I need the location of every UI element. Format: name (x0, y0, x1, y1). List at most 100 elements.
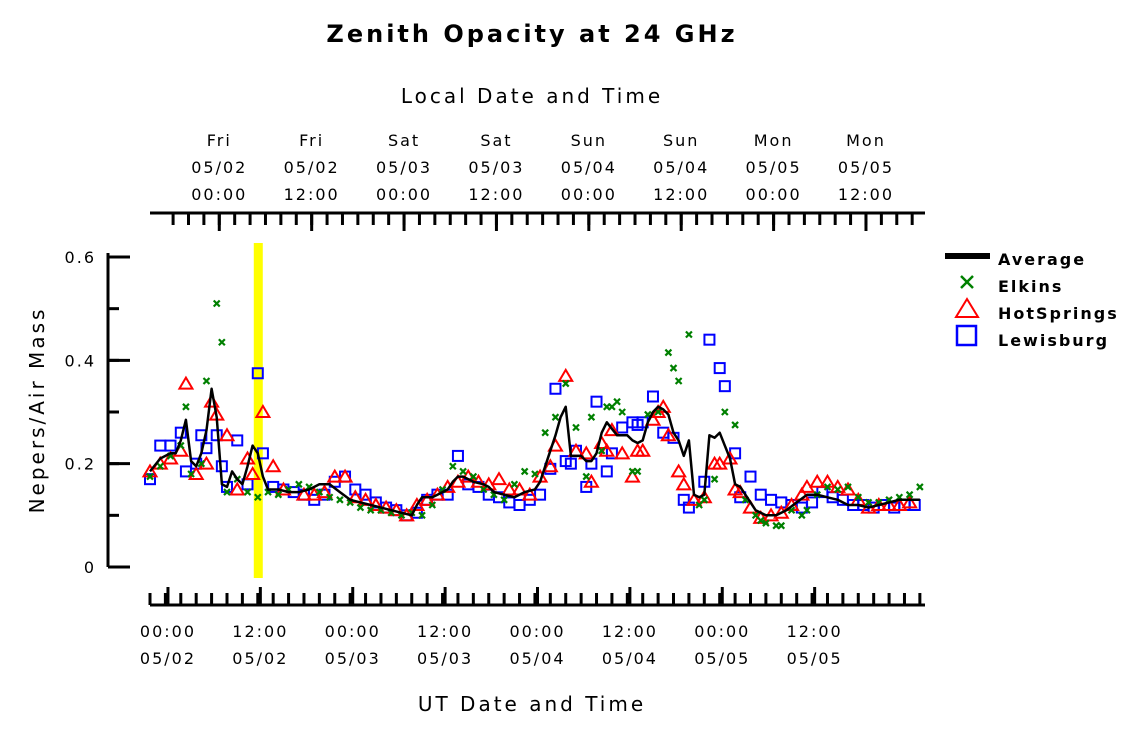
bottom-tick-date-label: 05/02 (140, 649, 196, 668)
elkins-point (520, 467, 529, 476)
lewisburg-point (451, 449, 464, 462)
hotsprings-point (218, 427, 236, 442)
elkins-point (633, 467, 642, 476)
elkins-point-stroke (685, 330, 693, 339)
elkins-point-stroke (798, 511, 806, 520)
hotsprings-point (264, 458, 282, 473)
elkins-point-stroke (356, 503, 365, 512)
elkins-point-stroke (197, 459, 206, 468)
elkins-point (756, 516, 765, 525)
elkins-point (182, 403, 190, 411)
elkins-point (479, 485, 488, 494)
bottom-tick-date-label: 05/04 (602, 649, 658, 668)
axes: 00:00 05/02 12:00 05/02 00:00 05/03 12:00 05/03… (65, 131, 925, 668)
elkins-point-stroke (762, 519, 770, 527)
hotsprings-point (891, 497, 908, 511)
elkins-point (187, 470, 195, 478)
hotsprings-point (613, 445, 631, 460)
elkins-point-stroke (459, 467, 467, 476)
top-tick-day-label: Sun (571, 131, 607, 150)
hotsprings-point (336, 468, 354, 483)
hotsprings-point (685, 491, 703, 506)
elkins-point (541, 428, 549, 437)
elkins-point (695, 501, 703, 509)
elkins-point (223, 488, 231, 496)
y-tick-label: 0 (84, 558, 96, 577)
lewisburg-point (144, 473, 156, 486)
bottom-tick-date-label: 05/04 (509, 649, 565, 668)
hotsprings-point (583, 473, 600, 488)
top-tick-date-label: 05/04 (653, 158, 709, 177)
lewisburg-point (703, 333, 716, 346)
lewisburg-point (590, 395, 603, 408)
elkins-point (212, 299, 221, 308)
elkins-point (798, 511, 806, 520)
top-tick-date-label: 05/03 (376, 158, 432, 177)
y-tick-label: 0.4 (65, 351, 96, 370)
top-tick-time-label: 12:00 (468, 185, 524, 204)
elkins-point-stroke (531, 470, 539, 478)
elkins-point (336, 496, 344, 504)
elkins-point (833, 485, 842, 494)
hotsprings-point (901, 494, 918, 509)
hotsprings-point (490, 471, 508, 486)
elkins-point-stroke (654, 408, 662, 416)
lewisburg-point (179, 465, 192, 478)
elkins-point (582, 472, 591, 481)
top-tick-day-label: Sat (480, 131, 512, 150)
top-tick-date-label: 05/02 (191, 158, 247, 177)
elkins-point-stroke (669, 364, 678, 372)
elkins-point (751, 511, 760, 520)
elkins-point (510, 480, 519, 489)
elkins-point-stroke (182, 403, 190, 411)
top-tick-day-label: Sun (663, 131, 699, 150)
bottom-tick-date-label: 05/05 (694, 649, 750, 668)
elkins-point (664, 348, 673, 357)
elkins-point (459, 467, 467, 476)
lewisburg-point (616, 421, 629, 434)
elkins-point-stroke (325, 493, 334, 502)
elkins-point-stroke (336, 496, 344, 504)
top-tick-day-label: Mon (846, 131, 886, 150)
hotsprings-point (829, 478, 847, 493)
elkins-point (146, 472, 154, 481)
elkins-point-stroke (756, 516, 765, 525)
lewisburg-point (564, 457, 577, 470)
hotsprings-point (244, 466, 261, 480)
elkins-point-stroke (541, 428, 549, 437)
elkins-point (700, 496, 709, 504)
bottom-tick-date-label: 05/03 (325, 649, 381, 668)
elkins-point-stroke (644, 410, 652, 419)
top-tick-time-label: 12:00 (284, 185, 340, 204)
lewisburg-point (534, 488, 547, 501)
elkins-point (218, 338, 226, 347)
highlight-band (253, 243, 263, 578)
elkins-point-stroke (202, 377, 211, 385)
elkins-point-stroke (315, 488, 324, 496)
y-tick-label: 0.2 (65, 455, 96, 474)
elkins-point (864, 498, 873, 507)
legend-label-lewisburg: Lewisburg (998, 331, 1109, 350)
hotsprings-point (326, 468, 344, 483)
lewisburg-point (154, 439, 167, 452)
series-line-average (149, 387, 920, 517)
bottom-tick-time-label: 00:00 (140, 622, 196, 641)
elkins-point-stroke (633, 467, 642, 476)
elkins-point-stroke (674, 377, 683, 385)
elkins-point (295, 480, 303, 489)
elkins-point-stroke (561, 379, 570, 388)
elkins-point-stroke (587, 413, 596, 421)
elkins-point-stroke (664, 348, 673, 357)
elkins-point-stroke (854, 493, 863, 502)
elkins-point (418, 511, 426, 520)
elkins-point-stroke (418, 511, 426, 520)
elkins-point-stroke (551, 413, 560, 421)
legend-label-hotsprings: HotSprings (998, 304, 1119, 323)
top-tick-time-label: 00:00 (561, 185, 617, 204)
elkins-point-stroke (520, 467, 529, 476)
top-tick-date-label: 05/02 (284, 158, 340, 177)
lewisburg-point (605, 447, 618, 460)
elkins-point-stroke (274, 490, 283, 499)
top-tick-date-label: 05/05 (838, 158, 894, 177)
